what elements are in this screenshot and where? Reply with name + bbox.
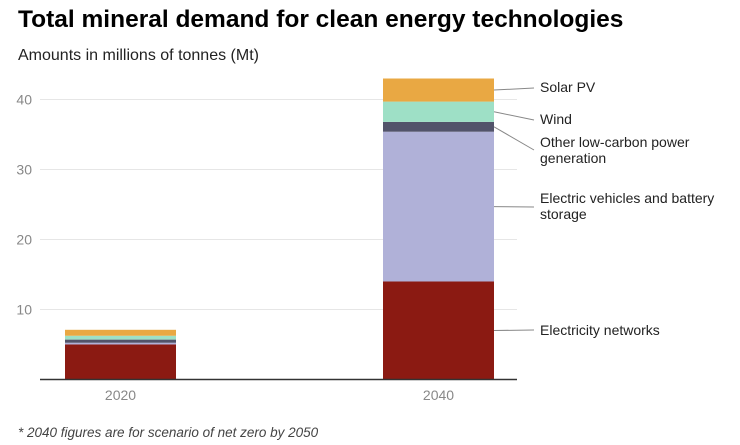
- bar-segment: [65, 339, 176, 343]
- x-tick-label: 2020: [105, 387, 136, 403]
- series-label: Wind: [540, 111, 572, 127]
- bar-segment: [65, 342, 176, 345]
- y-tick-label: 10: [16, 302, 32, 318]
- series-label: Electric vehicles and battery storage: [540, 190, 714, 222]
- y-tick-label: 20: [16, 232, 32, 248]
- bar-segment: [383, 78, 494, 102]
- bar-segment: [383, 281, 494, 380]
- series-label: Other low-carbon power generation: [540, 134, 690, 166]
- bar-segment: [65, 335, 176, 340]
- x-tick-label: 2040: [423, 387, 454, 403]
- label-leader-line: [493, 329, 535, 331]
- y-tick-label: 40: [16, 92, 32, 108]
- chart-title: Total mineral demand for clean energy te…: [18, 6, 624, 33]
- footnote: * 2040 figures are for scenario of net z…: [18, 425, 319, 440]
- y-tick-label: 30: [16, 162, 32, 178]
- series-label: Solar PV: [540, 79, 596, 95]
- bar-segment: [65, 329, 176, 336]
- series-label: Electricity networks: [540, 322, 660, 338]
- bar-segment: [65, 344, 176, 380]
- bar-segment: [383, 121, 494, 132]
- label-leader-line: [493, 111, 535, 121]
- bar-segment: [383, 101, 494, 122]
- label-leader-line: [493, 87, 535, 91]
- chart-subtitle: Amounts in millions of tonnes (Mt): [18, 47, 259, 64]
- label-leader-line: [493, 126, 535, 151]
- bar-segment: [383, 131, 494, 282]
